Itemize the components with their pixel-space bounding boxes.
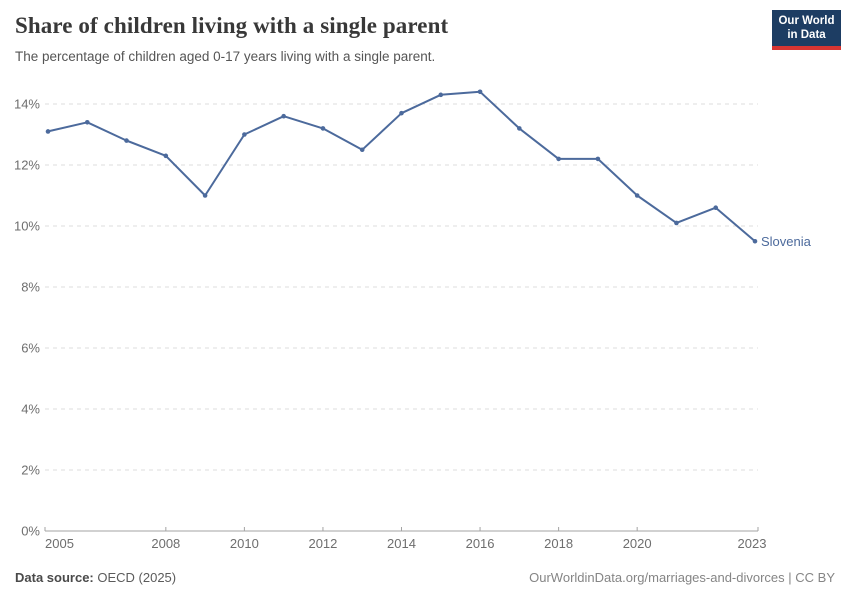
y-axis-label: 6% — [21, 341, 40, 356]
chart-footer: Data source: OECD (2025) OurWorldinData.… — [15, 570, 835, 588]
y-axis-label: 12% — [14, 158, 40, 173]
data-source-value: OECD (2025) — [93, 570, 177, 585]
owid-logo-stripe — [772, 46, 841, 50]
x-axis-label: 2018 — [544, 536, 573, 551]
data-point — [124, 138, 129, 143]
data-point — [202, 193, 208, 198]
x-axis-label: 2016 — [466, 536, 495, 551]
data-point — [281, 113, 286, 119]
series-end-label: Slovenia — [761, 234, 812, 249]
y-axis-label: 4% — [21, 402, 40, 417]
data-point — [438, 92, 444, 98]
data-source: Data source: OECD (2025) — [15, 570, 176, 585]
data-point — [359, 147, 365, 153]
data-point — [713, 205, 719, 210]
owid-logo-line1: Our World — [778, 15, 835, 27]
x-axis-label: 2010 — [230, 536, 259, 551]
chart-header: Share of children living with a single p… — [15, 12, 750, 65]
chart-canvas: 0% 2% 4% 6% 8% 10% 12% 14% 2005 2008 2010 2012 2014 2… — [14, 89, 812, 551]
data-point — [752, 238, 758, 244]
data-point — [84, 120, 90, 125]
chart-subtitle: The percentage of children aged 0-17 yea… — [15, 49, 436, 64]
data-point — [674, 220, 679, 226]
data-point — [163, 153, 169, 159]
data-point — [45, 129, 51, 134]
x-axis-label: 2023 — [738, 536, 767, 551]
x-axis-label: 2008 — [151, 536, 180, 551]
data-point — [242, 132, 247, 137]
line-chart: 0% 2% 4% 6% 8% 10% 12% 14% 2005 2008 2010 2012 2014 2… — [0, 80, 850, 560]
y-axis-label: 14% — [14, 97, 40, 112]
x-axis-label: 2012 — [308, 536, 337, 551]
x-axis-label: 2020 — [623, 536, 652, 551]
y-axis-label: 10% — [14, 219, 40, 234]
data-source-label: Data source: — [15, 570, 94, 585]
owid-logo-text: Our World in Data — [772, 10, 841, 46]
data-point — [556, 156, 561, 162]
y-axis-label: 0% — [21, 524, 40, 539]
page-title: Share of children living with a single p… — [15, 13, 449, 38]
y-axis-label: 2% — [21, 463, 40, 478]
data-point — [517, 126, 522, 131]
data-point — [399, 110, 404, 116]
credit-link[interactable]: OurWorldinData.org/marriages-and-divorce… — [529, 570, 835, 585]
y-axis-label: 8% — [21, 280, 40, 295]
data-point — [634, 193, 640, 198]
owid-logo-line2: in Data — [787, 28, 826, 41]
data-point — [320, 126, 326, 131]
x-axis-label: 2005 — [45, 536, 74, 551]
owid-logo: Our World in Data — [772, 10, 841, 50]
data-point — [477, 89, 483, 95]
x-axis-label: 2014 — [387, 536, 416, 551]
data-point — [595, 156, 601, 162]
